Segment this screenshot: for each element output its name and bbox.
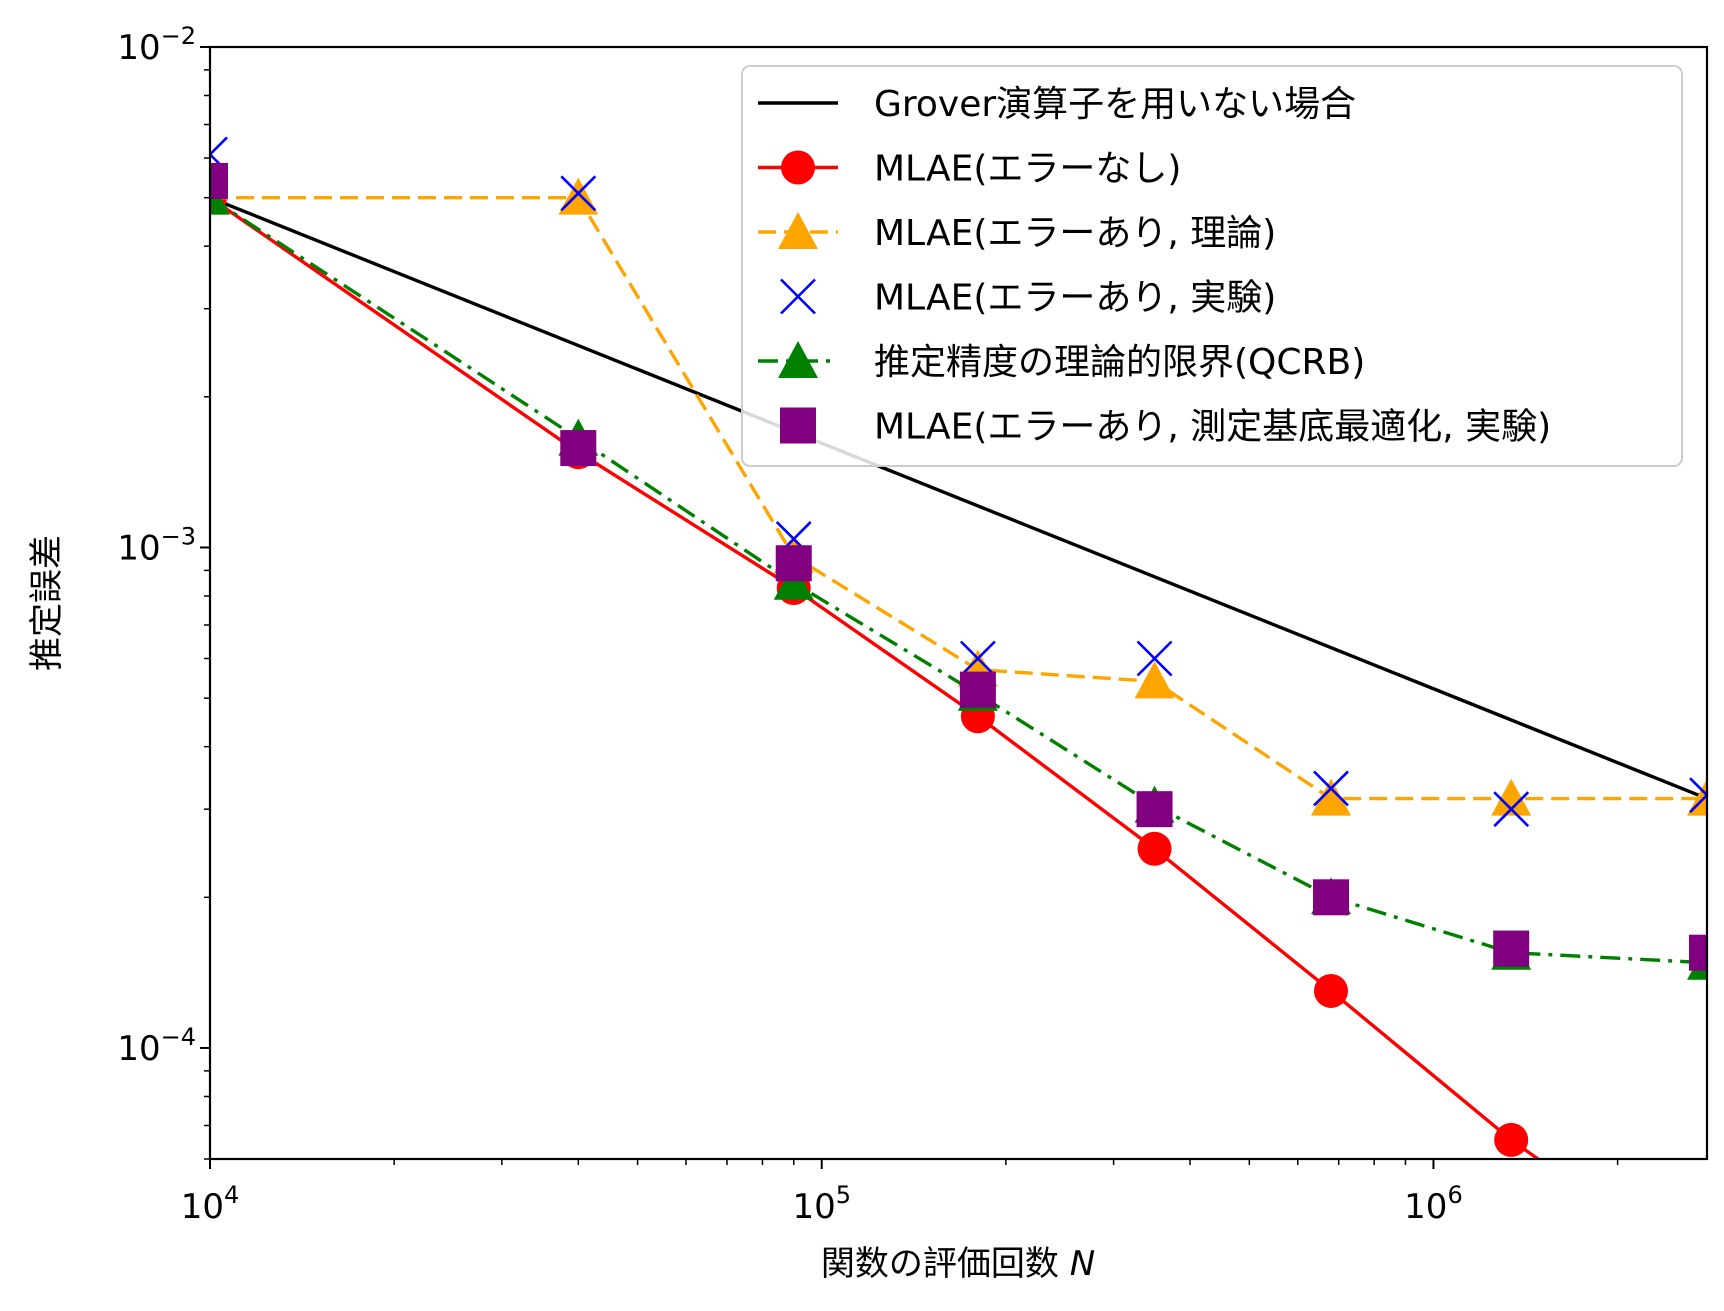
series-4-point xyxy=(1689,777,1707,814)
series-6-point xyxy=(560,430,597,467)
series-1-line xyxy=(210,196,1707,801)
series-5-line xyxy=(210,196,1707,965)
legend-entry: MLAE(エラーあり, 理論) xyxy=(758,212,1276,254)
labels-layer: 関数の評価回数 N 推定誤差 xyxy=(27,535,1095,1284)
legend-entry: MLAE(エラーあり, 実験) xyxy=(780,278,1276,319)
legend-marker xyxy=(778,212,818,249)
series-4-point xyxy=(1493,791,1530,828)
x-axis-label: 関数の評価回数 N xyxy=(821,1244,1095,1284)
legend-label: MLAE(エラーあり, 実験) xyxy=(874,278,1276,319)
series-3-line xyxy=(210,195,1707,801)
series-2-point xyxy=(1137,831,1172,866)
legend-label: MLAE(エラーあり, 理論) xyxy=(874,213,1276,254)
series-3-point xyxy=(1687,778,1707,816)
series-3-point xyxy=(558,177,599,215)
series-2-point xyxy=(1494,1122,1529,1157)
series-layer xyxy=(210,136,1707,1159)
series-3-point xyxy=(1311,778,1352,816)
legend-marker xyxy=(781,150,815,185)
y-tick-label: 10−4 xyxy=(117,1023,196,1069)
legend-marker xyxy=(780,278,816,315)
legend-frame xyxy=(741,65,1683,467)
legend-entry: Grover演算子を用いない場合 xyxy=(758,84,1356,125)
series-2-line xyxy=(210,196,1541,1159)
series-6-point xyxy=(1493,930,1530,967)
y-axis-label: 推定誤差 xyxy=(27,535,67,671)
series-3-point xyxy=(1134,661,1175,699)
ticks-layer: 104 105 106 10−4 10−3 10−2 xyxy=(117,22,1619,1227)
x-tick-label: 106 xyxy=(1404,1181,1463,1227)
series-4-point xyxy=(1313,770,1349,807)
series-6-point xyxy=(1689,934,1707,971)
legend-entry: 推定精度の理論的限界(QCRB) xyxy=(758,341,1365,383)
series-4-point xyxy=(1136,640,1173,677)
legend-marker xyxy=(778,341,818,378)
series-3-point xyxy=(1491,778,1532,816)
series-5-point xyxy=(773,562,814,600)
legend-label: MLAE(エラーなし) xyxy=(874,149,1181,190)
axes-frame xyxy=(208,45,1709,1161)
legend: Grover演算子を用いない場合 MLAE(エラーなし) MLAE(エラーあり, 理… xyxy=(741,65,1683,467)
legend-entry: MLAE(エラーあり, 測定基底最適化, 実験) xyxy=(780,407,1551,448)
legend-label: Grover演算子を用いない場合 xyxy=(874,84,1356,125)
legend-label: MLAE(エラーあり, 測定基底最適化, 実験) xyxy=(874,407,1551,448)
x-tick-label: 105 xyxy=(792,1181,851,1227)
series-4-point xyxy=(560,175,597,212)
legend-label: 推定精度の理論的限界(QCRB) xyxy=(874,342,1365,383)
series-6-point xyxy=(959,671,996,708)
y-tick-label: 10−2 xyxy=(117,22,196,68)
legend-marker xyxy=(780,407,816,444)
series-2-point xyxy=(1314,973,1349,1008)
x-tick-label: 104 xyxy=(181,1181,240,1227)
y-tick-label: 10−3 xyxy=(117,522,196,568)
series-6-point xyxy=(1136,791,1173,828)
series-6-point xyxy=(1313,879,1350,916)
series-6 xyxy=(210,162,1707,971)
series-1 xyxy=(210,196,1707,801)
legend-entry: MLAE(エラーなし) xyxy=(758,149,1181,190)
series-6-point xyxy=(775,545,812,582)
series-4-point xyxy=(959,640,996,677)
series-6-point xyxy=(210,162,228,199)
